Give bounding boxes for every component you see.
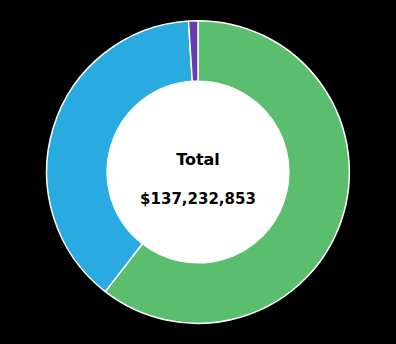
svg-text:$137,232,853: $137,232,853: [140, 190, 256, 208]
svg-text:Total: Total: [176, 150, 220, 169]
